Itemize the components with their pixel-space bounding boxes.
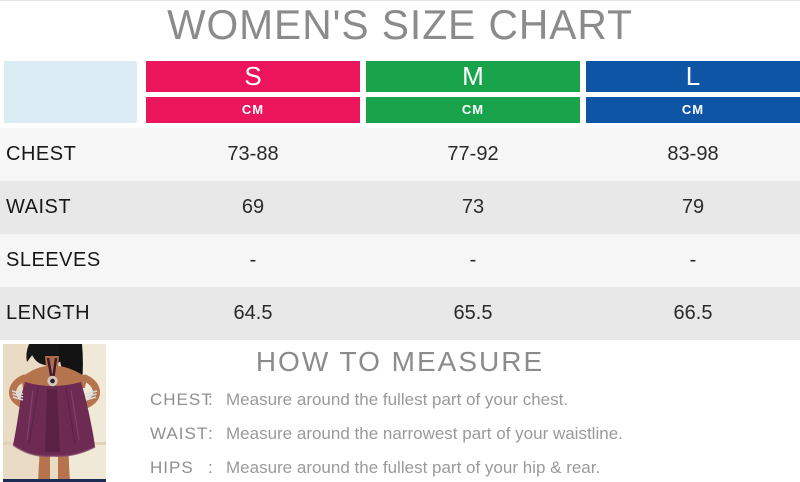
cell-length-l: 66.5 bbox=[673, 302, 713, 324]
instruction-colon: : bbox=[208, 424, 213, 443]
cell-waist-s: 69 bbox=[241, 196, 265, 218]
instruction-text: Measure around the fullest part of your … bbox=[226, 390, 569, 409]
instruction-text: Measure around the fullest part of your … bbox=[226, 458, 601, 477]
cell-sleeves-m: - bbox=[469, 249, 477, 271]
row-label-chest: CHEST bbox=[6, 143, 77, 165]
instruction-label: WAIST bbox=[150, 424, 209, 443]
instruction-colon: : bbox=[208, 458, 213, 477]
model-in-purple-dress-illustration bbox=[3, 344, 106, 482]
cell-chest-m: 77-92 bbox=[447, 143, 499, 165]
cell-chest-l: 83-98 bbox=[667, 143, 719, 165]
cell-sleeves-s: - bbox=[249, 249, 257, 271]
size-header-s: S bbox=[146, 61, 360, 92]
instruction-colon: : bbox=[208, 390, 213, 409]
table-row-chest: CHEST 73-88 77-92 83-98 bbox=[0, 128, 800, 181]
instruction-text: Measure around the narrowest part of you… bbox=[226, 424, 623, 443]
row-label-waist: WAIST bbox=[6, 196, 72, 218]
instruction-label: HIPS bbox=[150, 458, 194, 477]
page-title: WOMEN'S SIZE CHART bbox=[167, 1, 633, 48]
size-header-m: M bbox=[366, 61, 580, 92]
instruction-hips: HIPS: Measure around the fullest part of … bbox=[150, 451, 623, 482]
table-row-waist: WAIST 69 73 79 bbox=[0, 181, 800, 234]
cell-sleeves-l: - bbox=[689, 249, 697, 271]
row-label-sleeves: SLEEVES bbox=[6, 249, 101, 271]
cell-waist-l: 79 bbox=[681, 196, 705, 218]
instruction-label: CHEST bbox=[150, 390, 213, 409]
unit-cell-l: CM bbox=[586, 97, 800, 123]
cell-waist-m: 73 bbox=[461, 196, 485, 218]
row-label-length: LENGTH bbox=[6, 302, 91, 324]
model-photo bbox=[3, 344, 106, 482]
table-row-length: LENGTH 64.5 65.5 66.5 bbox=[0, 287, 800, 340]
corner-cell bbox=[4, 61, 137, 123]
size-header-l: L bbox=[586, 61, 800, 92]
table-row-sleeves: SLEEVES - - - bbox=[0, 234, 800, 287]
how-to-measure-title: HOW TO MEASURE bbox=[255, 346, 545, 377]
unit-cell-s: CM bbox=[146, 97, 360, 123]
instruction-chest: CHEST: Measure around the fullest part of… bbox=[150, 383, 623, 417]
instruction-waist: WAIST: Measure around the narrowest part … bbox=[150, 417, 623, 451]
measure-instructions: CHEST: Measure around the fullest part of… bbox=[150, 383, 623, 482]
cell-chest-s: 73-88 bbox=[227, 143, 279, 165]
cell-length-m: 65.5 bbox=[453, 302, 493, 324]
unit-cell-m: CM bbox=[366, 97, 580, 123]
photo-floor-strip bbox=[3, 479, 106, 482]
cell-length-s: 64.5 bbox=[233, 302, 273, 324]
